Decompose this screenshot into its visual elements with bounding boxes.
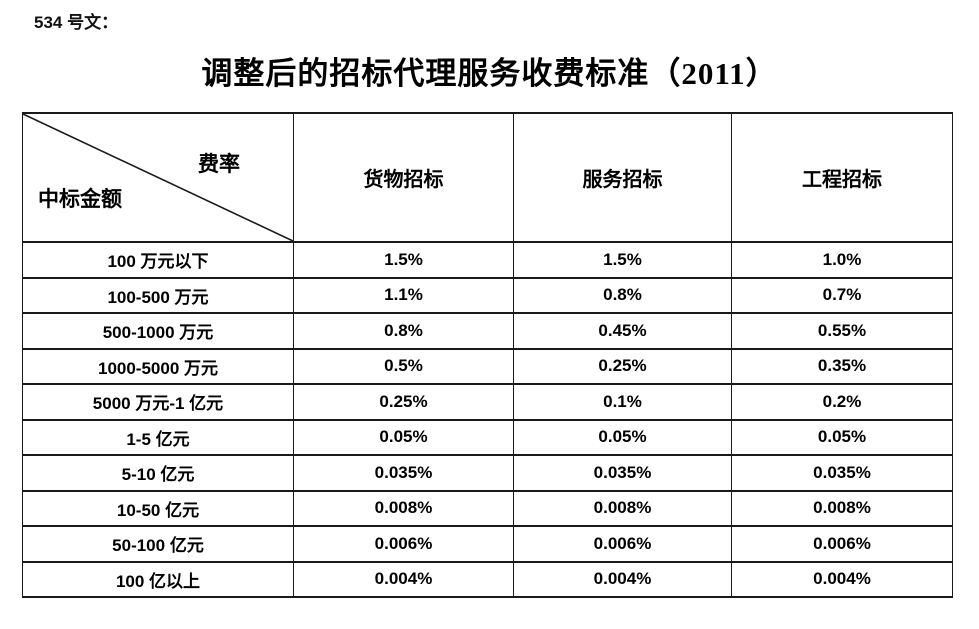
- rate-cell: 1.5%: [513, 241, 732, 279]
- row-label-cell: 100 亿以上: [22, 560, 294, 598]
- row-label-cell: 100 万元以下: [22, 241, 294, 279]
- rate-cell: 0.004%: [513, 560, 732, 598]
- table-row: 100 万元以下 1.5% 1.5% 1.0%: [22, 241, 953, 279]
- row-label-cell: 5-10 亿元: [22, 454, 294, 492]
- diagonal-divider-line: [23, 114, 293, 241]
- rate-cell: 0.006%: [513, 525, 732, 563]
- rate-cell: 0.8%: [293, 312, 514, 350]
- rate-cell: 0.035%: [731, 454, 953, 492]
- doc-number-label: 534 号文：: [34, 13, 119, 32]
- rate-cell: 0.25%: [513, 347, 732, 385]
- rate-cell: 0.008%: [293, 489, 514, 527]
- row-label-cell: 500-1000 万元: [22, 312, 294, 350]
- corner-label-amount: 中标金额: [38, 187, 122, 211]
- rate-cell: 1.1%: [293, 276, 514, 314]
- rate-cell: 0.45%: [513, 312, 732, 350]
- row-label-cell: 5000 万元-1 亿元: [22, 383, 294, 421]
- diagonal-header-cell: 费率 中标金额: [22, 112, 294, 243]
- rate-cell: 0.05%: [293, 418, 514, 456]
- table-row: 50-100 亿元 0.006% 0.006% 0.006%: [22, 525, 953, 563]
- corner-label-rate: 费率: [198, 152, 240, 176]
- rate-cell: 0.035%: [293, 454, 514, 492]
- table-row: 5000 万元-1 亿元 0.25% 0.1% 0.2%: [22, 383, 953, 421]
- rate-cell: 0.25%: [293, 383, 514, 421]
- rate-cell: 0.35%: [731, 347, 953, 385]
- rate-cell: 0.008%: [731, 489, 953, 527]
- row-label-cell: 10-50 亿元: [22, 489, 294, 527]
- rate-cell: 0.035%: [513, 454, 732, 492]
- table-row: 1000-5000 万元 0.5% 0.25% 0.35%: [22, 347, 953, 385]
- row-label-cell: 50-100 亿元: [22, 525, 294, 563]
- rate-cell: 0.7%: [731, 276, 953, 314]
- table-row: 5-10 亿元 0.035% 0.035% 0.035%: [22, 454, 953, 492]
- rate-cell: 0.05%: [731, 418, 953, 456]
- row-label-cell: 1000-5000 万元: [22, 347, 294, 385]
- rate-cell: 1.5%: [293, 241, 514, 279]
- rate-cell: 0.2%: [731, 383, 953, 421]
- table-row: 10-50 亿元 0.008% 0.008% 0.008%: [22, 489, 953, 527]
- rate-cell: 0.006%: [731, 525, 953, 563]
- rate-cell: 0.006%: [293, 525, 514, 563]
- rate-cell: 0.5%: [293, 347, 514, 385]
- rate-cell: 0.8%: [513, 276, 732, 314]
- rate-cell: 0.004%: [731, 560, 953, 598]
- fee-table: 费率 中标金额 货物招标 服务招标 工程招标 100 万元以下 1.5% 1.5…: [22, 112, 953, 598]
- column-header-service-tender: 服务招标: [513, 112, 732, 243]
- rate-cell: 0.004%: [293, 560, 514, 598]
- rate-cell: 0.55%: [731, 312, 953, 350]
- row-label-cell: 1-5 亿元: [22, 418, 294, 456]
- table-row: 100-500 万元 1.1% 0.8% 0.7%: [22, 276, 953, 314]
- table-header-row: 费率 中标金额 货物招标 服务招标 工程招标: [22, 112, 953, 243]
- rate-cell: 0.05%: [513, 418, 732, 456]
- rate-cell: 1.0%: [731, 241, 953, 279]
- column-header-engineering-tender: 工程招标: [731, 112, 953, 243]
- rate-cell: 0.1%: [513, 383, 732, 421]
- column-header-goods-tender: 货物招标: [293, 112, 514, 243]
- page-title: 调整后的招标代理服务收费标准（2011）: [201, 56, 778, 91]
- row-label-cell: 100-500 万元: [22, 276, 294, 314]
- table-row: 100 亿以上 0.004% 0.004% 0.004%: [22, 560, 953, 598]
- table-row: 1-5 亿元 0.05% 0.05% 0.05%: [22, 418, 953, 456]
- table-row: 500-1000 万元 0.8% 0.45% 0.55%: [22, 312, 953, 350]
- rate-cell: 0.008%: [513, 489, 732, 527]
